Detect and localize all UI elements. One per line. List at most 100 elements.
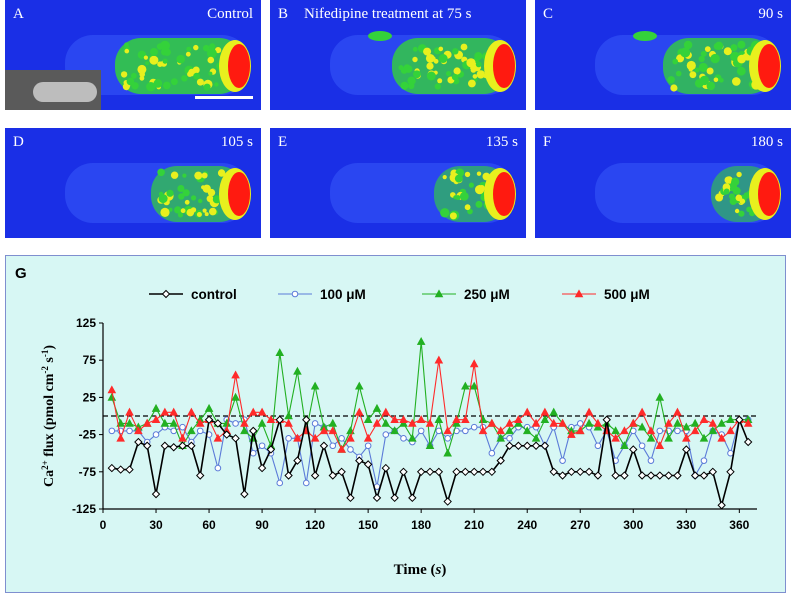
calcium-speckle <box>202 208 207 213</box>
calcium-speckle <box>157 168 165 177</box>
calcium-speckle <box>122 83 130 91</box>
data-point <box>496 433 506 442</box>
data-point <box>726 467 735 477</box>
cell-fragment <box>368 31 392 41</box>
data-point <box>656 427 664 435</box>
data-point <box>673 418 682 427</box>
data-point <box>275 415 284 424</box>
x-tick-label: 60 <box>202 518 216 532</box>
calcium-speckle <box>182 189 190 197</box>
data-point <box>248 407 258 416</box>
calcium-speckle <box>680 47 691 58</box>
pollen-tube-image <box>535 128 791 238</box>
x-axis-label: Time (s) <box>394 562 447 578</box>
data-point <box>363 433 373 442</box>
x-tick-label: 150 <box>358 518 378 532</box>
calcium-speckle <box>186 208 195 217</box>
data-point <box>628 418 638 427</box>
tip-calcium <box>493 44 515 88</box>
calcium-speckle <box>186 46 192 52</box>
data-point <box>347 446 354 453</box>
x-tick-label: 120 <box>305 518 325 532</box>
data-point <box>681 422 691 431</box>
tip-calcium <box>493 172 515 216</box>
calcium-speckle <box>196 212 202 217</box>
x-tick-label: 300 <box>623 518 643 532</box>
data-point <box>488 449 496 457</box>
data-point <box>107 463 117 473</box>
data-point <box>726 426 735 435</box>
calcium-speckle <box>426 62 434 70</box>
data-point <box>187 441 196 450</box>
data-point <box>462 427 469 435</box>
calcium-speckle <box>736 171 742 178</box>
calcium-speckle <box>715 193 724 202</box>
calcium-speckle <box>176 54 185 64</box>
data-point <box>444 435 451 442</box>
calcium-speckle <box>208 71 213 76</box>
data-point <box>381 407 391 416</box>
data-point <box>151 403 161 412</box>
data-point <box>461 467 470 477</box>
x-tick-label: 90 <box>255 518 269 532</box>
data-point <box>169 443 178 452</box>
data-point <box>690 471 700 480</box>
tip-calcium <box>228 172 250 216</box>
data-point <box>354 381 364 390</box>
data-point <box>107 385 117 394</box>
data-point <box>381 418 391 427</box>
data-point <box>328 471 337 480</box>
data-point <box>196 427 204 435</box>
data-point <box>531 441 541 450</box>
calcium-speckle <box>206 195 214 203</box>
calcium-speckle <box>730 177 740 186</box>
data-point <box>699 471 709 480</box>
data-point <box>726 415 735 424</box>
data-point <box>549 418 559 427</box>
legend-item: control <box>149 287 237 302</box>
data-point <box>673 471 682 480</box>
micrograph-panel-f: F 180 s <box>535 128 791 238</box>
data-point <box>372 403 382 412</box>
calcium-speckle <box>475 200 483 208</box>
data-point <box>664 418 673 427</box>
data-point <box>231 370 240 379</box>
panel-caption: 135 s <box>485 134 518 150</box>
x-tick-label: 30 <box>149 518 163 532</box>
data-point <box>311 420 319 427</box>
x-tick-label: 240 <box>517 518 537 532</box>
data-point <box>708 467 718 477</box>
data-point <box>337 467 346 477</box>
calcium-speckle <box>714 41 724 50</box>
calcium-speckle <box>442 175 447 180</box>
data-point <box>735 415 744 424</box>
pollen-tube-image <box>270 0 526 110</box>
data-point <box>567 429 576 438</box>
data-point <box>549 407 559 416</box>
calcium-speckle <box>686 60 696 71</box>
data-point <box>690 418 700 427</box>
data-point <box>142 418 152 427</box>
calcium-speckle <box>694 67 700 73</box>
legend-marker <box>434 289 444 298</box>
calcium-speckle <box>120 71 128 78</box>
data-point <box>196 471 205 480</box>
data-point <box>116 465 125 474</box>
data-point <box>266 445 276 454</box>
y-tick-label: -25 <box>79 428 97 442</box>
calcium-speckle <box>738 210 745 217</box>
calcium-speckle <box>400 81 409 90</box>
data-point <box>266 415 276 424</box>
data-point <box>257 463 267 473</box>
y-tick-label: 75 <box>83 353 97 367</box>
x-tick-label: 330 <box>676 518 696 532</box>
tip-calcium <box>758 44 780 88</box>
data-point <box>319 441 329 450</box>
data-point <box>329 442 337 450</box>
flux-chart-panel: G 125 75 25 -25 -75 -125 0 30 60 90 120 150 180 210 240… <box>5 255 786 593</box>
panel-letter: E <box>278 134 288 150</box>
calcium-speckle <box>413 70 421 79</box>
data-point <box>727 449 734 457</box>
calcium-speckle <box>464 171 471 178</box>
data-point <box>505 426 514 435</box>
